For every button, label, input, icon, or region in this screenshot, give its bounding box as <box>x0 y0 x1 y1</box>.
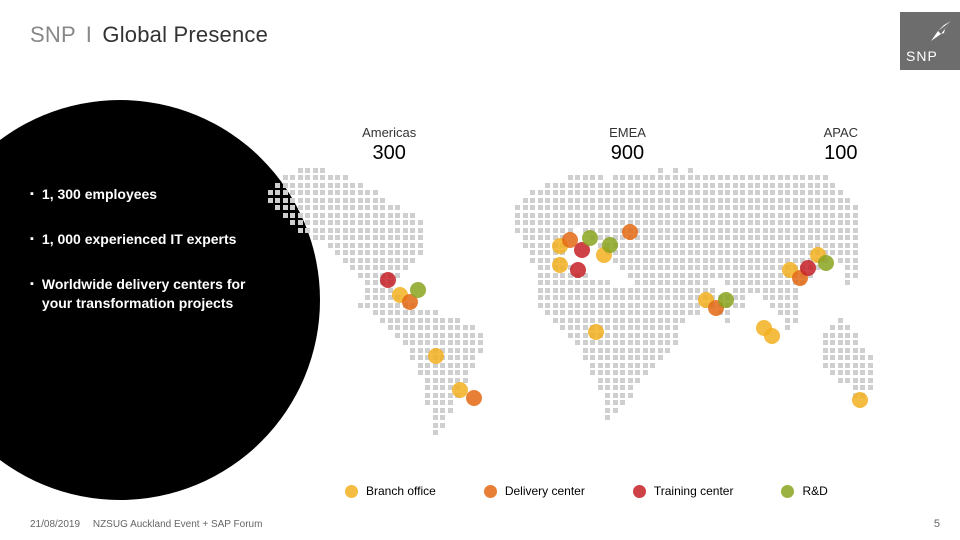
rocket-icon <box>928 18 954 44</box>
map-marker <box>764 328 780 344</box>
footer-date: 21/08/2019 <box>30 519 80 530</box>
legend-rnd: R&D <box>781 484 827 498</box>
region-labels: Americas 300 EMEA 900 APAC 100 <box>310 125 930 165</box>
bullet-item: Worldwide delivery centers for your tran… <box>30 275 270 313</box>
footer: 21/08/2019 NZSUG Auckland Event + SAP Fo… <box>30 519 262 530</box>
bullet-text: Worldwide delivery centers for your tran… <box>42 275 270 313</box>
map-marker <box>410 282 426 298</box>
map-marker <box>582 230 598 246</box>
map-marker <box>622 224 638 240</box>
map-marker <box>852 392 868 408</box>
region-americas: Americas 300 <box>300 125 478 165</box>
bullet-text: 1, 000 experienced IT experts <box>42 230 237 249</box>
bullet-text: 1, 300 employees <box>42 185 157 204</box>
legend-training: Training center <box>633 484 734 498</box>
map-marker <box>588 324 604 340</box>
legend-branch: Branch office <box>345 484 436 498</box>
map-marker <box>428 348 444 364</box>
legend-swatch-icon <box>781 485 794 498</box>
legend-label: Delivery center <box>505 484 585 498</box>
region-name: EMEA <box>538 125 716 140</box>
slide: SNP I Global Presence SNP 1, 300 employe… <box>0 0 960 540</box>
map-marker <box>552 257 568 273</box>
map-marker <box>380 272 396 288</box>
map-marker <box>602 237 618 253</box>
map-marker <box>818 255 834 271</box>
legend-swatch-icon <box>484 485 497 498</box>
legend-swatch-icon <box>345 485 358 498</box>
legend: Branch office Delivery center Training c… <box>345 484 945 498</box>
brand-logo: SNP <box>900 12 960 70</box>
page-number: 5 <box>934 518 940 530</box>
legend-delivery: Delivery center <box>484 484 585 498</box>
legend-label: Training center <box>654 484 734 498</box>
bullet-item: 1, 300 employees <box>30 185 270 204</box>
logo-text: SNP <box>906 48 938 64</box>
title-separator: I <box>86 22 92 47</box>
region-name: APAC <box>752 125 930 140</box>
bullet-list: 1, 300 employees 1, 000 experienced IT e… <box>30 185 270 339</box>
slide-title: SNP I Global Presence <box>30 22 268 48</box>
legend-label: Branch office <box>366 484 436 498</box>
map-marker <box>466 390 482 406</box>
map-marker <box>718 292 734 308</box>
bullet-item: 1, 000 experienced IT experts <box>30 230 270 249</box>
region-emea: EMEA 900 <box>538 125 716 165</box>
legend-swatch-icon <box>633 485 646 498</box>
legend-label: R&D <box>802 484 827 498</box>
world-map <box>260 160 940 460</box>
map-marker <box>800 260 816 276</box>
title-rest: Global Presence <box>102 22 268 47</box>
title-brand: SNP <box>30 22 75 47</box>
region-apac: APAC 100 <box>752 125 930 165</box>
region-name: Americas <box>300 125 478 140</box>
footer-event: NZSUG Auckland Event + SAP Forum <box>93 519 263 530</box>
map-marker <box>570 262 586 278</box>
